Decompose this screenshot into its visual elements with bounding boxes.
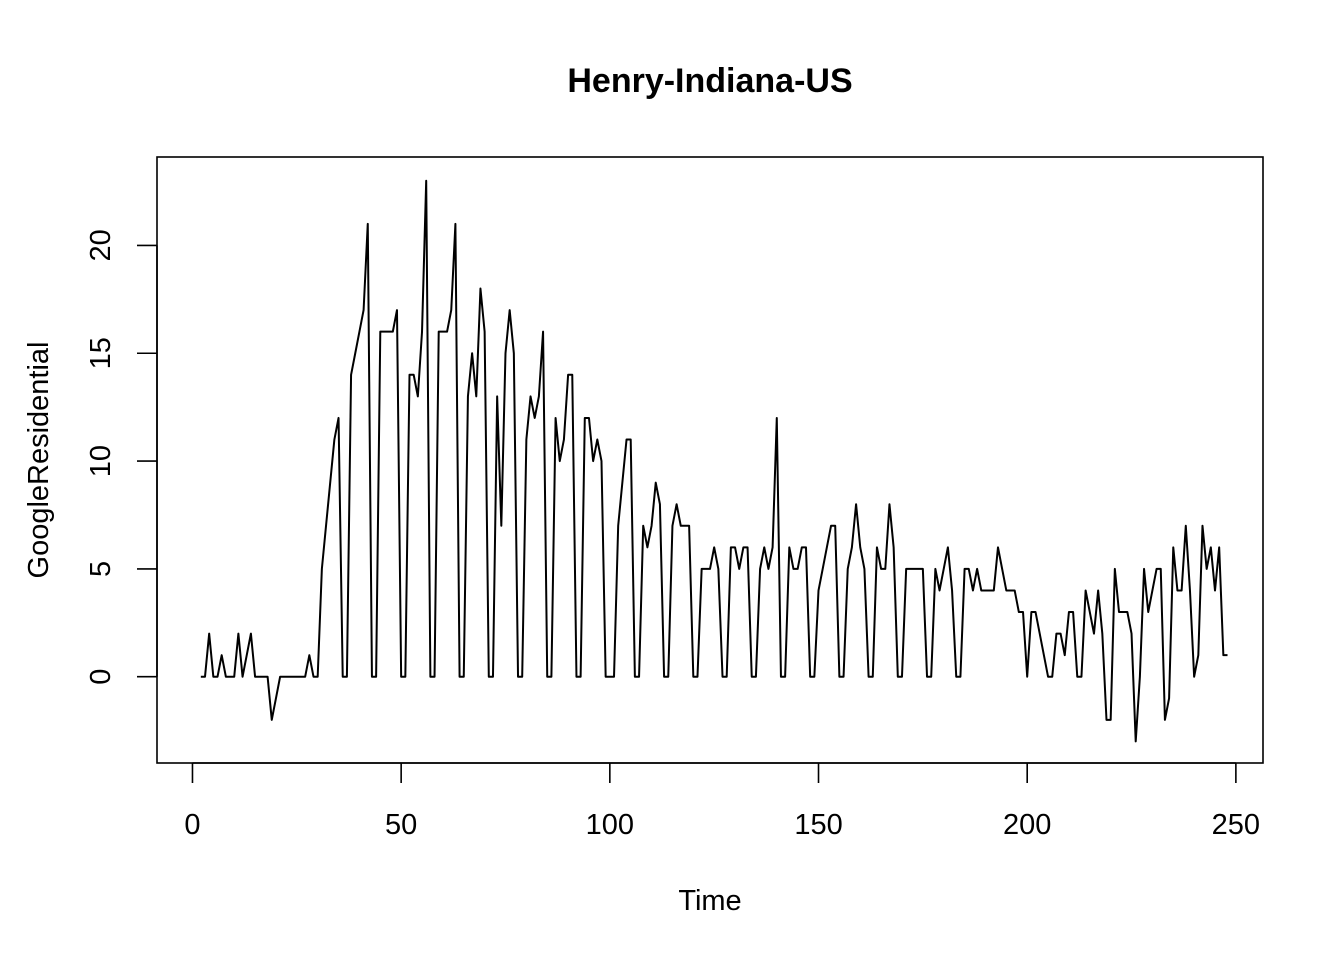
x-axis-label: Time (678, 885, 741, 917)
y-tick-label: 0 (85, 669, 117, 685)
series-line-google-residential (200, 179, 1228, 743)
y-axis-label: GoogleResidential (23, 342, 55, 579)
x-tick-label: 250 (1212, 809, 1260, 841)
chart-title: Henry-Indiana-US (567, 62, 852, 100)
plot-frame (156, 156, 1264, 764)
x-axis: 0 50 100 150 200 250 (184, 762, 1260, 841)
x-tick-label: 100 (586, 809, 634, 841)
x-tick-label: 0 (184, 809, 200, 841)
y-tick-label: 10 (85, 445, 117, 477)
y-tick-label: 15 (85, 337, 117, 369)
y-axis: 0 5 10 15 20 (85, 229, 158, 685)
x-tick-label: 200 (1003, 809, 1051, 841)
y-tick-label: 20 (85, 229, 117, 261)
x-tick-label: 50 (385, 809, 417, 841)
y-tick-label: 5 (85, 561, 117, 577)
x-tick-label: 150 (794, 809, 842, 841)
